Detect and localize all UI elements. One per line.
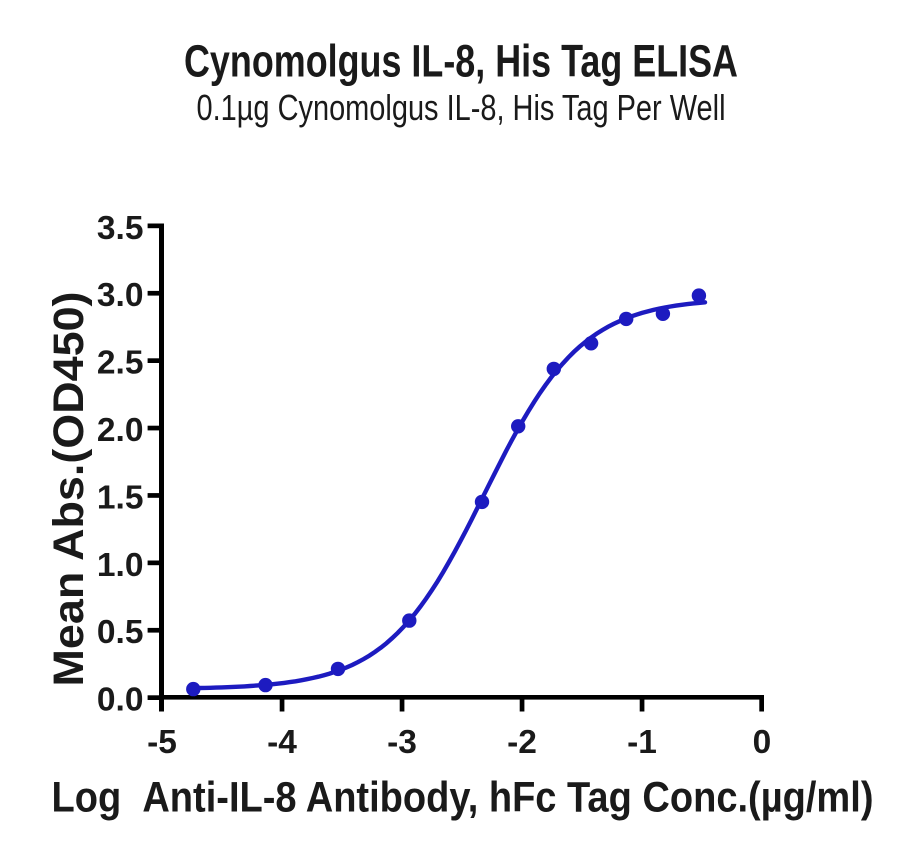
svg-text:-5: -5 (147, 724, 177, 761)
svg-text:0.5: 0.5 (97, 614, 144, 651)
svg-text:3.5: 3.5 (97, 210, 144, 247)
svg-text:-1: -1 (627, 724, 657, 761)
svg-text:Cynomolgus IL-8, His Tag ELISA: Cynomolgus IL-8, His Tag ELISA (184, 36, 738, 87)
svg-text:2.5: 2.5 (97, 345, 144, 382)
svg-text:0.1µg Cynomolgus IL-8, His Tag: 0.1µg Cynomolgus IL-8, His Tag Per Well (197, 87, 726, 128)
svg-text:2.0: 2.0 (97, 412, 144, 449)
svg-text:3.0: 3.0 (97, 277, 144, 314)
svg-text:1.0: 1.0 (97, 547, 144, 584)
svg-text:Mean Abs.(OD450): Mean Abs.(OD450) (46, 292, 93, 687)
svg-text:Log Anti-IL-8 Antibody, hFc T: Log Anti-IL-8 Antibody, hFc Tag Conc.(µg… (52, 774, 874, 821)
svg-text:0: 0 (753, 724, 772, 761)
svg-text:0.0: 0.0 (97, 682, 144, 719)
svg-text:1.5: 1.5 (97, 479, 144, 516)
svg-text:-3: -3 (387, 724, 417, 761)
svg-text:-2: -2 (507, 724, 537, 761)
svg-text:-4: -4 (267, 724, 297, 761)
